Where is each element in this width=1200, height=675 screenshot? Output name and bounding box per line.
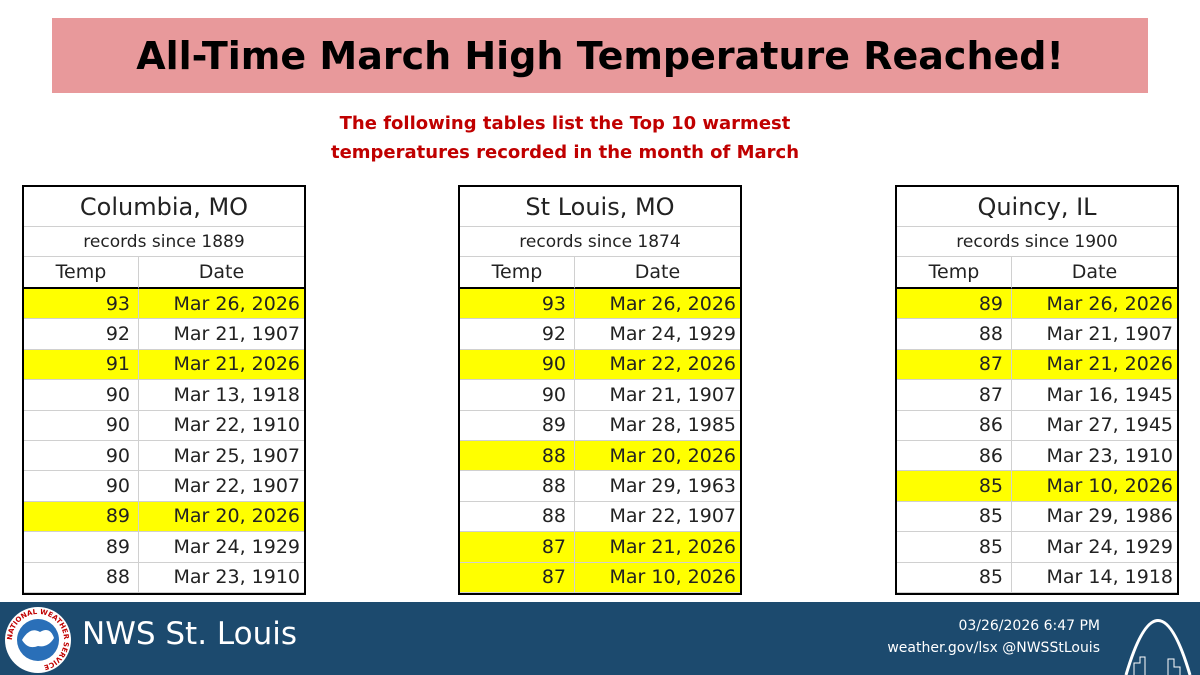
date-cell: Mar 14, 1918 [1012, 563, 1177, 593]
temp-cell: 90 [24, 410, 139, 441]
temp-cell: 93 [24, 289, 139, 320]
temp-cell: 85 [897, 562, 1012, 593]
temp-cell: 85 [897, 532, 1012, 563]
temp-cell: 86 [897, 441, 1012, 472]
temp-cell: 87 [460, 532, 575, 563]
column-header: Temp [460, 257, 575, 289]
date-cell: Mar 21, 1907 [575, 380, 740, 411]
table-since: records since 1874 [460, 227, 740, 257]
date-cell: Mar 10, 2026 [1012, 471, 1177, 502]
date-cell: Mar 13, 1918 [139, 380, 304, 411]
temp-cell: 90 [460, 349, 575, 381]
temp-cell: 89 [897, 289, 1012, 320]
subtitle-line: The following tables list the Top 10 war… [339, 113, 791, 134]
date-cell: Mar 23, 1910 [139, 563, 304, 593]
timestamp: 03/26/2026 6:47 PM [958, 618, 1100, 634]
date-cell: Mar 21, 1907 [139, 319, 304, 350]
temp-cell: 88 [460, 471, 575, 502]
office-name: NWS St. Louis [82, 616, 298, 652]
date-cell: Mar 26, 2026 [139, 289, 304, 320]
date-cell: Mar 27, 1945 [1012, 411, 1177, 441]
date-cell: Mar 16, 1945 [1012, 380, 1177, 411]
temp-cell: 85 [897, 471, 1012, 502]
temp-cell: 89 [460, 410, 575, 441]
date-cell: Mar 29, 1986 [1012, 502, 1177, 533]
date-cell: Mar 21, 2026 [575, 532, 740, 563]
subtitle-line: temperatures recorded in the month of Ma… [330, 142, 800, 163]
date-cell: Mar 25, 1907 [139, 441, 304, 472]
temp-cell: 86 [897, 410, 1012, 441]
date-cell: Mar 22, 1907 [575, 502, 740, 533]
temp-cell: 93 [460, 289, 575, 320]
temp-cell: 88 [460, 441, 575, 472]
date-cell: Mar 22, 2026 [575, 349, 740, 381]
links: weather.gov/lsx @NWSStLouis [887, 640, 1100, 656]
temp-cell: 88 [460, 501, 575, 533]
date-cell: Mar 24, 1929 [575, 319, 740, 350]
table-city: Quincy, IL [897, 187, 1177, 227]
date-cell: Mar 22, 1910 [139, 411, 304, 441]
title-banner: All-Time March High Temperature Reached! [52, 18, 1148, 93]
table: Columbia, MO records since 1889 Temp Date 93… [22, 185, 306, 595]
column-header: Date [575, 257, 740, 289]
column-header: Date [1012, 257, 1177, 289]
temp-cell: 90 [24, 441, 139, 472]
table-city: St Louis, MO [460, 187, 740, 227]
date-cell: Mar 23, 1910 [1012, 441, 1177, 472]
date-cell: Mar 22, 1907 [139, 471, 304, 502]
table: Quincy, IL records since 1900 Temp Date 89 Ma… [895, 185, 1179, 595]
temp-cell: 88 [897, 319, 1012, 350]
date-cell: Mar 10, 2026 [575, 562, 740, 593]
temp-cell: 90 [24, 471, 139, 502]
column-header: Date [139, 257, 304, 289]
temp-cell: 89 [24, 532, 139, 563]
temp-cell: 85 [897, 501, 1012, 533]
temp-cell: 88 [24, 562, 139, 593]
column-header: Temp [897, 257, 1012, 289]
temp-cell: 87 [897, 380, 1012, 411]
temp-cell: 91 [24, 349, 139, 381]
column-header: Temp [24, 257, 139, 289]
temp-cell: 90 [24, 380, 139, 411]
temp-cell: 92 [24, 319, 139, 350]
temp-cell: 87 [897, 349, 1012, 381]
temp-cell: 87 [460, 562, 575, 593]
date-cell: Mar 24, 1929 [139, 532, 304, 563]
date-cell: Mar 28, 1985 [575, 411, 740, 441]
date-cell: Mar 21, 1907 [1012, 319, 1177, 350]
date-cell: Mar 20, 2026 [139, 501, 304, 533]
table-since: records since 1900 [897, 227, 1177, 257]
title: All-Time March High Temperature Reached! [136, 33, 1064, 78]
table: St Louis, MO records since 1874 Temp Date 93… [458, 185, 742, 595]
footer-bar: NATIONAL WEATHER SERVICE NWS St. Louis 0… [0, 602, 1200, 675]
arch-icon [1124, 619, 1192, 675]
temp-cell: 92 [460, 319, 575, 350]
date-cell: Mar 26, 2026 [575, 289, 740, 320]
temp-cell: 90 [460, 380, 575, 411]
date-cell: Mar 24, 1929 [1012, 532, 1177, 563]
date-cell: Mar 29, 1963 [575, 471, 740, 502]
date-cell: Mar 20, 2026 [575, 441, 740, 472]
table-since: records since 1889 [24, 227, 304, 257]
date-cell: Mar 21, 2026 [139, 349, 304, 381]
nws-logo: NATIONAL WEATHER SERVICE [5, 607, 71, 673]
date-cell: Mar 26, 2026 [1012, 289, 1177, 320]
date-cell: Mar 21, 2026 [1012, 349, 1177, 381]
temp-cell: 89 [24, 501, 139, 533]
table-city: Columbia, MO [24, 187, 304, 227]
